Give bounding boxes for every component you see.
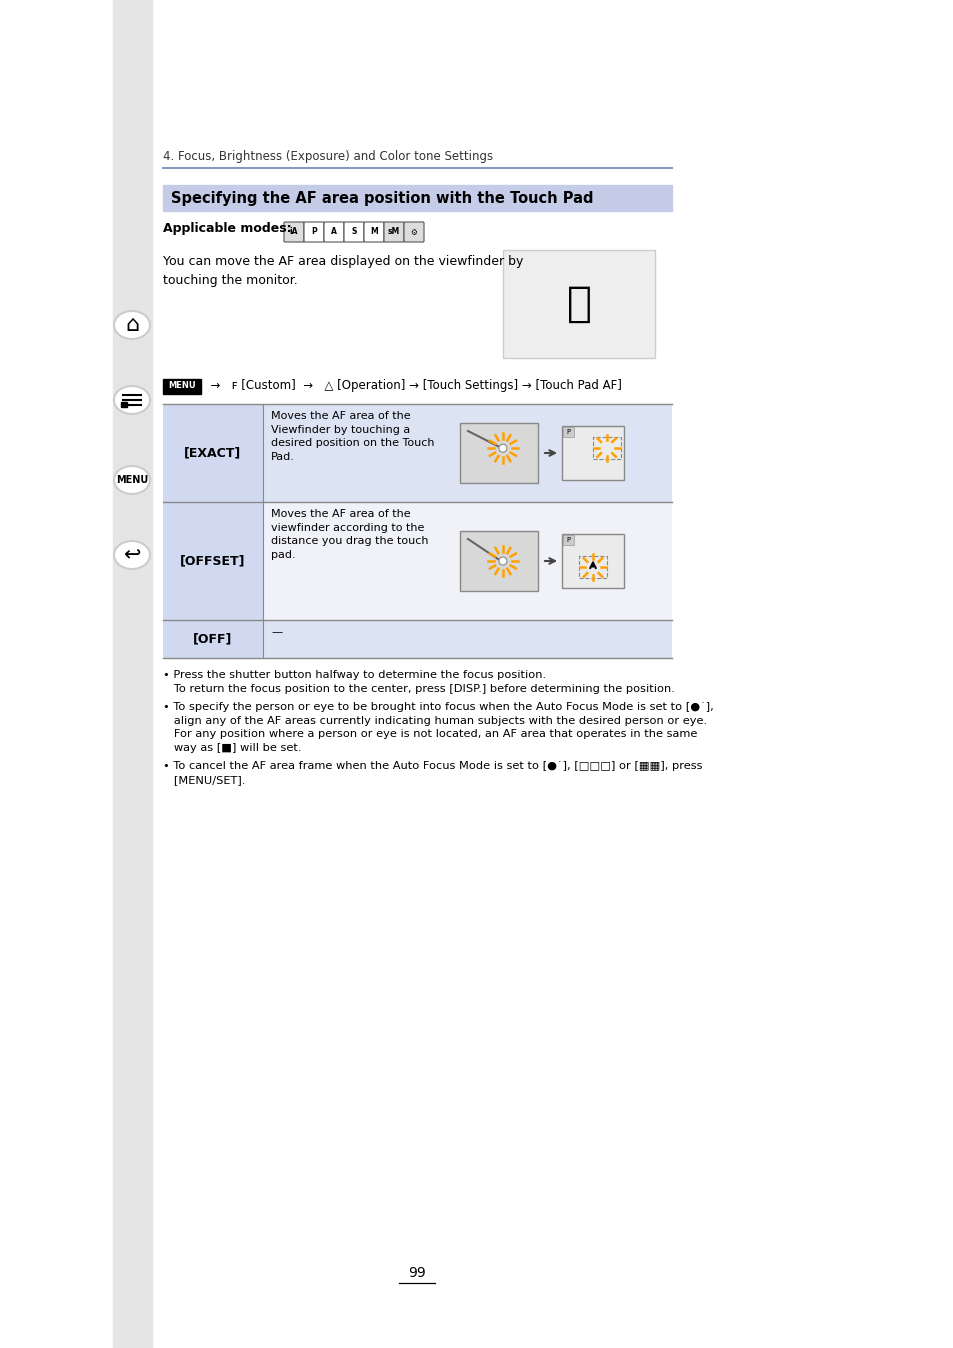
Text: A: A — [331, 228, 336, 236]
Ellipse shape — [113, 541, 150, 569]
Bar — [121, 402, 127, 407]
Text: [OFF]: [OFF] — [193, 632, 233, 646]
Bar — [578, 557, 606, 578]
Bar — [112, 0, 152, 1348]
FancyBboxPatch shape — [304, 222, 324, 243]
FancyBboxPatch shape — [344, 222, 364, 243]
Text: • To specify the person or eye to be brought into focus when the Auto Focus Mode: • To specify the person or eye to be bro… — [163, 702, 713, 752]
Text: →   ꜰ [Custom]  →   △ [Operation] → [Touch Settings] → [Touch Pad AF]: → ꜰ [Custom] → △ [Operation] → [Touch Se… — [203, 380, 621, 392]
FancyBboxPatch shape — [284, 222, 304, 243]
Bar — [459, 423, 537, 483]
Bar — [562, 427, 574, 437]
Text: S: S — [351, 228, 356, 236]
Ellipse shape — [113, 466, 150, 493]
Text: 99: 99 — [408, 1266, 426, 1281]
Text: P: P — [566, 429, 570, 435]
Text: [OFFSET]: [OFFSET] — [180, 554, 246, 568]
FancyBboxPatch shape — [364, 222, 384, 243]
FancyBboxPatch shape — [403, 222, 423, 243]
Bar — [163, 501, 263, 620]
Bar — [163, 185, 671, 212]
Text: Moves the AF area of the
viewfinder according to the
distance you drag the touch: Moves the AF area of the viewfinder acco… — [271, 510, 428, 559]
Text: MENU: MENU — [168, 381, 195, 391]
Bar — [163, 620, 671, 658]
Bar — [592, 437, 620, 458]
Bar — [163, 404, 263, 501]
Bar — [163, 620, 263, 658]
FancyBboxPatch shape — [324, 222, 344, 243]
Ellipse shape — [113, 386, 150, 414]
Bar — [502, 249, 655, 359]
Text: ⚙: ⚙ — [410, 228, 417, 236]
Text: MENU: MENU — [115, 474, 148, 485]
Text: —: — — [271, 627, 282, 638]
Bar — [562, 535, 574, 545]
Text: M: M — [370, 228, 377, 236]
Text: ⌂: ⌂ — [125, 315, 139, 336]
Bar — [561, 426, 623, 480]
Text: You can move the AF area displayed on the viewfinder by
touching the monitor.: You can move the AF area displayed on th… — [163, 255, 523, 287]
Text: Specifying the AF area position with the Touch Pad: Specifying the AF area position with the… — [171, 190, 593, 205]
Bar — [459, 531, 537, 590]
Text: 📷: 📷 — [566, 283, 591, 325]
Text: Applicable modes:: Applicable modes: — [163, 222, 292, 235]
Text: ↩: ↩ — [123, 545, 141, 565]
Text: iA: iA — [290, 228, 298, 236]
Bar — [163, 404, 671, 501]
FancyBboxPatch shape — [384, 222, 403, 243]
Text: • Press the shutter button halfway to determine the focus position.
   To return: • Press the shutter button halfway to de… — [163, 670, 674, 694]
Bar — [163, 379, 201, 394]
Text: 4. Focus, Brightness (Exposure) and Color tone Settings: 4. Focus, Brightness (Exposure) and Colo… — [163, 150, 493, 163]
Text: sM: sM — [388, 228, 399, 236]
Ellipse shape — [113, 311, 150, 338]
Bar — [163, 501, 671, 620]
Text: [EXACT]: [EXACT] — [184, 446, 241, 460]
Text: Moves the AF area of the
Viewfinder by touching a
desired position on the Touch
: Moves the AF area of the Viewfinder by t… — [271, 411, 434, 462]
Text: P: P — [311, 228, 316, 236]
Circle shape — [498, 445, 506, 452]
Bar — [561, 534, 623, 588]
Circle shape — [498, 557, 506, 565]
Text: P: P — [566, 537, 570, 543]
Text: • To cancel the AF area frame when the Auto Focus Mode is set to [●˙], [□□□] or : • To cancel the AF area frame when the A… — [163, 762, 701, 785]
